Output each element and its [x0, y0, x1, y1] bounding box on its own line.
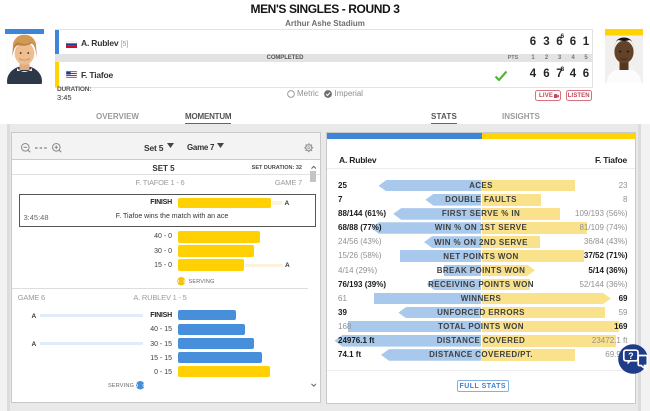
svg-text:?: ?	[628, 351, 634, 361]
